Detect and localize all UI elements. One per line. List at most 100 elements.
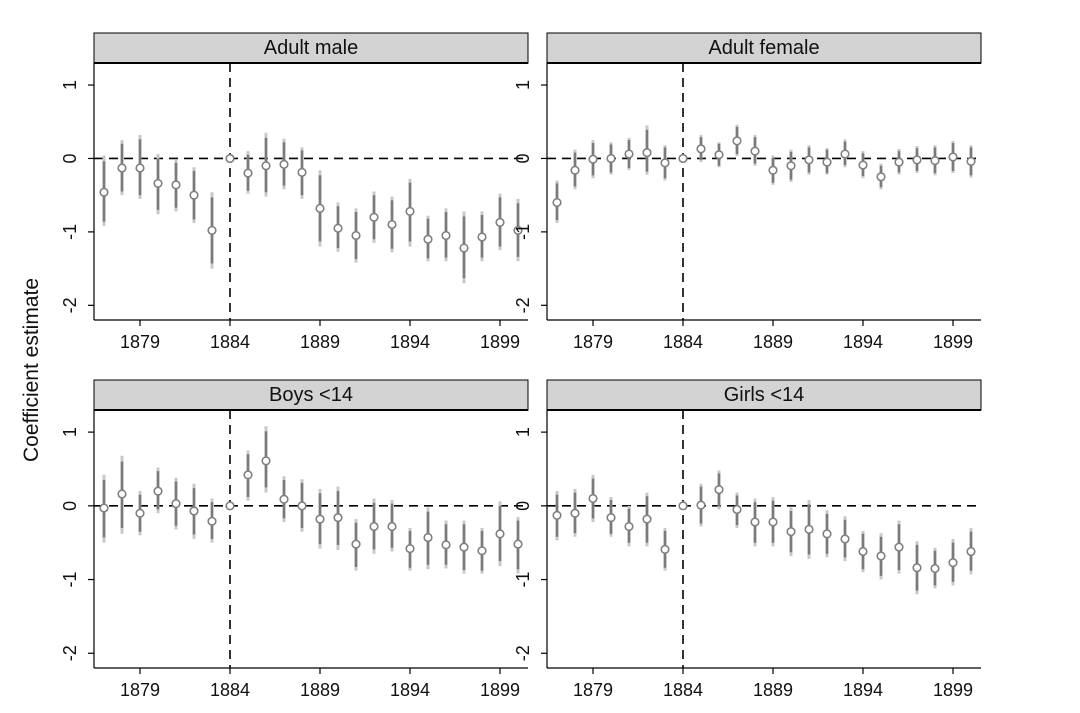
estimate-point <box>153 486 163 496</box>
estimate-point <box>768 165 778 175</box>
estimate-point <box>333 513 343 523</box>
estimate-point <box>297 501 307 511</box>
estimate-point <box>840 149 850 159</box>
estimate-point <box>135 163 145 173</box>
estimate-point <box>261 456 271 466</box>
estimate-point <box>207 225 217 236</box>
x-tick-label: 1879 <box>573 332 613 352</box>
estimate-point <box>858 546 868 557</box>
estimate-point <box>678 153 688 164</box>
x-tick-label: 1899 <box>933 680 973 700</box>
estimate-point <box>459 243 469 253</box>
estimate-point <box>660 158 670 168</box>
estimate-point <box>714 485 724 495</box>
y-tick-label: -2 <box>513 297 533 313</box>
estimate-point <box>588 154 598 164</box>
estimate-point <box>696 144 706 154</box>
y-tick-label: -2 <box>60 645 80 661</box>
estimate-point <box>315 514 325 524</box>
estimate-point <box>876 172 886 182</box>
panel-header <box>93 32 529 64</box>
estimate-point <box>786 161 796 171</box>
estimate-point <box>804 155 814 165</box>
estimate-point <box>297 167 307 178</box>
x-tick-label: 1884 <box>210 680 250 700</box>
estimate-point <box>642 514 652 524</box>
estimate-point <box>930 156 940 166</box>
estimate-point <box>333 223 343 233</box>
x-tick-label: 1889 <box>753 680 793 700</box>
estimate-point <box>876 551 886 561</box>
estimate-point <box>405 543 415 554</box>
panel-title: Adult female <box>708 37 819 59</box>
estimate-point <box>732 504 742 515</box>
estimate-point <box>750 146 760 156</box>
estimate-point <box>99 187 109 197</box>
estimate-point <box>495 217 505 227</box>
panel-3: Boys <14 1 0 -1 -2 1879 1884 1889 1894 1899 <box>60 379 529 700</box>
x-tick-label: 1894 <box>843 332 883 352</box>
estimate-point <box>171 180 181 190</box>
estimate-point <box>606 153 616 164</box>
y-axis-title: Coefficient estimate <box>20 278 43 462</box>
x-tick-label: 1894 <box>390 332 430 352</box>
estimate-point <box>948 152 958 162</box>
panel-header <box>546 379 982 411</box>
x-tick-label: 1884 <box>663 332 703 352</box>
y-tick-label: 1 <box>60 427 80 437</box>
estimate-point <box>570 165 580 175</box>
x-tick-label: 1889 <box>300 680 340 700</box>
estimate-point <box>966 546 976 557</box>
x-tick-label: 1879 <box>120 332 160 352</box>
estimate-point <box>948 557 958 568</box>
estimate-point <box>552 197 562 208</box>
y-tick-label: 0 <box>513 153 533 163</box>
estimate-point <box>930 563 940 574</box>
estimate-point <box>261 161 271 171</box>
y-tick-label: 0 <box>60 153 80 163</box>
estimate-point <box>804 524 814 535</box>
estimate-point <box>225 153 235 164</box>
panel-4: Girls <14 1 0 -1 -2 1879 1884 1889 1894 1899 <box>513 379 982 700</box>
panel-2: Adult female 1 0 -1 -2 1879 1884 1889 1894 1899 <box>513 32 982 352</box>
estimate-point <box>459 542 469 552</box>
estimate-point <box>171 499 181 509</box>
estimate-point <box>606 513 616 523</box>
estimate-point <box>732 136 742 146</box>
panel-title: Girls <14 <box>724 384 805 406</box>
x-tick-label: 1894 <box>390 680 430 700</box>
estimate-point <box>423 234 433 244</box>
estimate-point <box>750 517 760 527</box>
estimate-point <box>642 147 652 158</box>
estimate-point <box>786 527 796 537</box>
estimate-point <box>189 190 199 200</box>
estimate-point <box>768 517 778 527</box>
estimate-point <box>441 540 451 550</box>
y-tick-label: 0 <box>60 501 80 511</box>
estimate-point <box>588 493 598 504</box>
panel-title: Adult male <box>264 37 359 59</box>
estimate-point <box>714 150 724 160</box>
estimate-point <box>279 494 289 504</box>
estimate-point <box>351 230 361 241</box>
x-tick-label: 1894 <box>843 680 883 700</box>
y-tick-label: -1 <box>513 572 533 588</box>
estimate-point <box>243 470 253 480</box>
estimate-point <box>822 529 832 539</box>
estimate-point <box>225 501 235 511</box>
estimate-point <box>678 501 688 511</box>
estimate-point <box>423 532 433 543</box>
panel-title: Boys <14 <box>269 384 353 406</box>
x-tick-label: 1899 <box>480 332 520 352</box>
x-tick-label: 1879 <box>120 680 160 700</box>
panel-header <box>546 32 982 64</box>
x-tick-label: 1889 <box>753 332 793 352</box>
panel-header <box>93 379 529 411</box>
estimate-point <box>840 534 850 544</box>
estimate-point <box>99 503 109 513</box>
estimate-point <box>117 163 127 173</box>
estimate-point <box>495 529 505 539</box>
estimate-point <box>513 539 523 549</box>
y-tick-label: -2 <box>513 645 533 661</box>
